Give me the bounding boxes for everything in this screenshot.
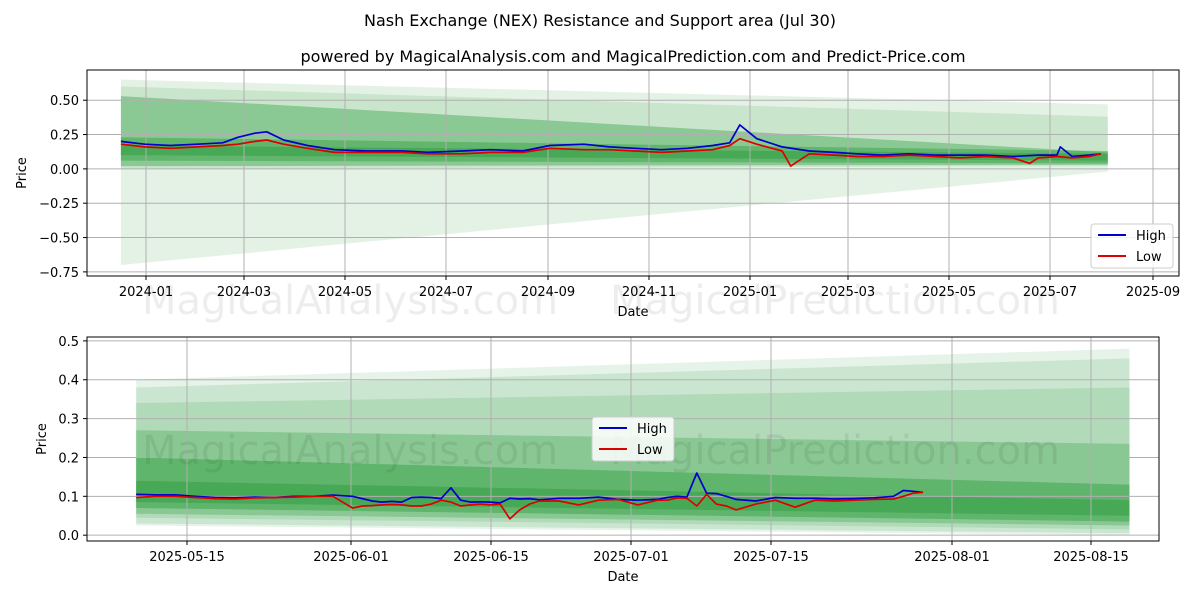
x-tick-label: 2025-07-01	[593, 550, 669, 565]
x-tick-label: 2024-01	[119, 285, 173, 300]
axes-frame	[86, 336, 1160, 542]
legend: High Low	[591, 416, 675, 462]
x-tick-label: 2024-05	[318, 285, 372, 300]
watermark-right: MagicalPrediction.com	[610, 428, 1060, 474]
x-tick-label: 2024-11	[622, 285, 676, 300]
y-tick-label: −0.50	[39, 232, 79, 247]
x-axis-label: Date	[607, 570, 638, 585]
series-lines	[120, 124, 1102, 167]
x-tick-label: 2025-06-15	[453, 550, 529, 565]
y-tick-label: 0.0	[58, 529, 79, 544]
axes-frame	[86, 69, 1180, 277]
x-axis-ticks: 2024-01 2024-03 2024-05 2024-07 2024-09 2024-…	[119, 276, 1180, 300]
x-tick-label: 2024-09	[521, 285, 575, 300]
x-tick-label: 2025-05-15	[149, 550, 225, 565]
x-tick-label: 2025-06-01	[313, 550, 389, 565]
y-tick-label: 0.2	[58, 451, 79, 466]
band-6	[136, 480, 1130, 516]
y-tick-label: 0.00	[50, 163, 79, 178]
x-axis-ticks: 2025-05-15 2025-06-01 2025-06-15 2025-07-01…	[149, 541, 1129, 565]
y-axis-ticks: 0.50 0.25 0.00 −0.25 −0.50 −0.75	[39, 94, 87, 281]
x-tick-label: 2025-05	[922, 285, 976, 300]
series-high-line	[120, 124, 1102, 158]
x-axis-label: Date	[617, 305, 648, 320]
watermark-left: MagicalAnalysis.com	[142, 278, 558, 324]
y-tick-label: 0.1	[58, 490, 79, 505]
band-1	[120, 79, 1108, 266]
y-axis-label: Price	[15, 157, 30, 189]
legend-label-high: High	[637, 422, 667, 437]
y-tick-label: 0.50	[50, 94, 79, 109]
watermark-left: MagicalAnalysis.com	[142, 428, 558, 474]
plot-panel-2: MagicalAnalysis.com MagicalPrediction.com…	[35, 335, 1160, 585]
x-tick-label: 2024-07	[419, 285, 473, 300]
watermark-right: MagicalPrediction.com	[610, 278, 1060, 324]
x-tick-label: 2025-01	[723, 285, 777, 300]
legend-label-high: High	[1136, 229, 1166, 244]
y-tick-label: −0.75	[39, 266, 79, 281]
legend: High Low	[1090, 223, 1174, 269]
plot-panel-1: MagicalAnalysis.com MagicalPrediction.com…	[15, 69, 1180, 324]
x-tick-label: 2025-07-15	[733, 550, 809, 565]
y-axis-ticks: 0.5 0.4 0.3 0.2 0.1 0.0	[58, 335, 87, 544]
x-tick-label: 2025-08-01	[914, 550, 990, 565]
y-tick-label: 0.5	[58, 335, 79, 350]
y-tick-label: 0.3	[58, 413, 79, 428]
series-low-line	[136, 491, 924, 520]
grid-lines	[87, 337, 1159, 541]
grid-lines	[87, 70, 1179, 276]
legend-label-low: Low	[1136, 250, 1162, 265]
legend-label-low: Low	[637, 443, 663, 458]
chart-title: Nash Exchange (NEX) Resistance and Suppo…	[364, 11, 836, 30]
x-tick-label: 2025-03	[821, 285, 875, 300]
y-tick-label: 0.25	[50, 129, 79, 144]
x-tick-label: 2025-08-15	[1053, 550, 1129, 565]
series-low-line	[120, 137, 1102, 167]
y-tick-label: 0.4	[58, 374, 79, 389]
x-tick-label: 2025-07	[1023, 285, 1077, 300]
y-tick-label: −0.25	[39, 197, 79, 212]
x-tick-label: 2025-09	[1126, 285, 1180, 300]
chart-subtitle: powered by MagicalAnalysis.com and Magic…	[300, 47, 965, 66]
x-tick-label: 2024-03	[217, 285, 271, 300]
y-axis-label: Price	[35, 423, 50, 455]
series-lines	[136, 472, 924, 520]
